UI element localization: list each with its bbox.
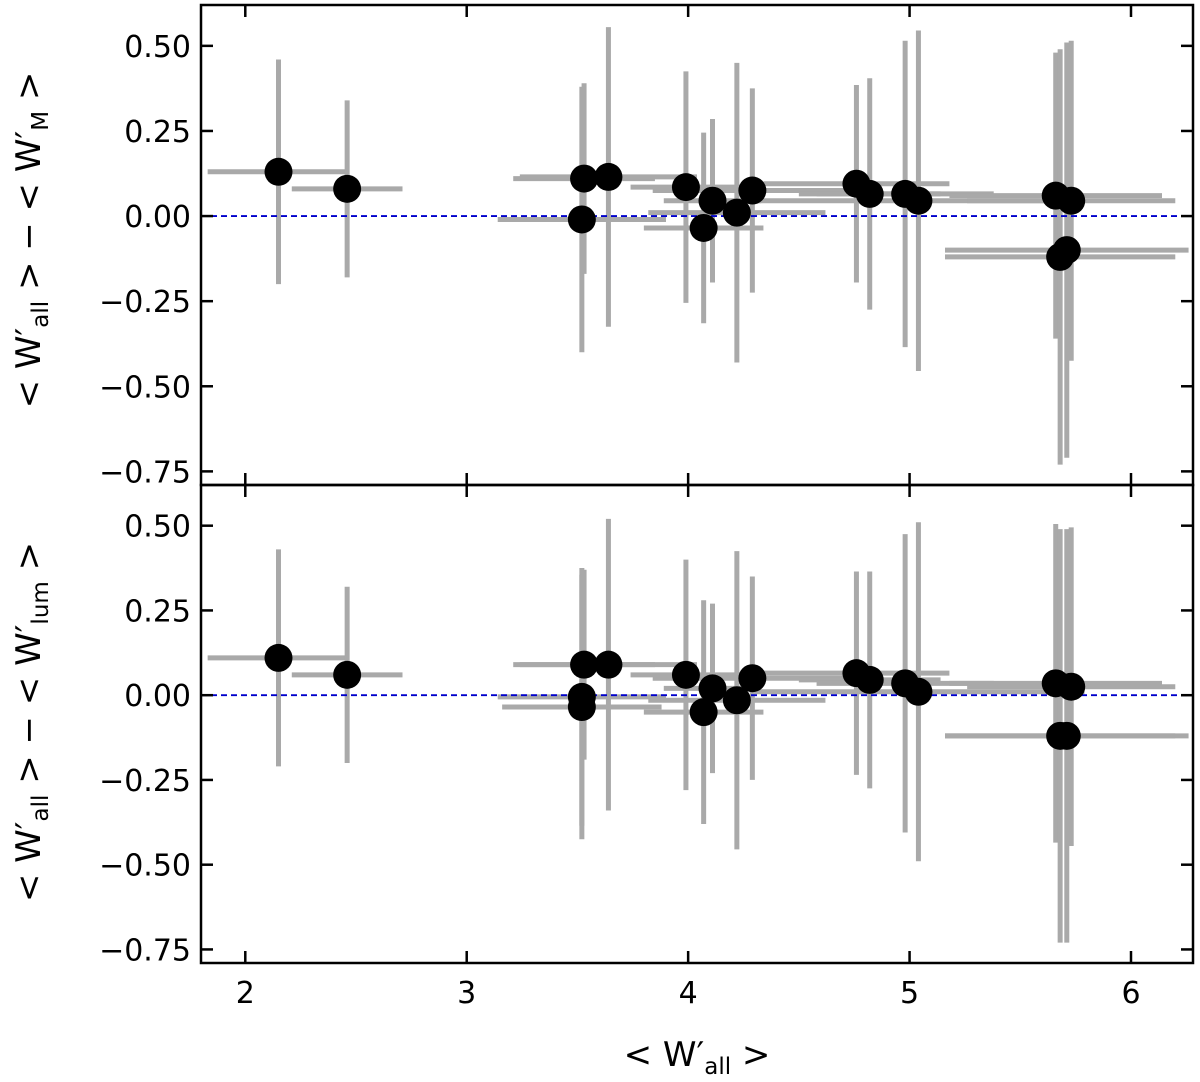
bottom-point-9 — [722, 686, 751, 715]
bottom-y-ticks: 0.50 0.25 0.00 −0.25 −0.50 −0.75 — [99, 510, 1193, 968]
top-point-9 — [738, 176, 767, 205]
bottom-errorbars — [207, 518, 1189, 943]
bottom-xtick-label-0: 2 — [236, 976, 255, 1011]
top-ytick-label-3: −0.25 — [99, 285, 191, 320]
top-point-16 — [1052, 236, 1081, 265]
bottom-point-8 — [698, 674, 727, 703]
bottom-ytick-label-2: 0.00 — [124, 679, 191, 714]
bottom-point-3 — [567, 693, 596, 722]
bottom-point-7 — [689, 698, 718, 727]
top-ytick-label-1: 0.25 — [124, 115, 191, 150]
bottom-axes-frame — [199, 483, 1195, 965]
bottom-xtick-label-3: 5 — [900, 976, 919, 1011]
bottom-ytick-label-3: −0.25 — [99, 764, 191, 799]
top-point-5 — [671, 173, 700, 202]
top-y-ticks: 0.50 0.25 0.00 −0.25 −0.50 −0.75 — [99, 30, 1193, 490]
top-ytick-label-5: −0.75 — [99, 455, 191, 490]
bottom-point-14 — [904, 677, 933, 706]
bottom-ytick-label-1: 0.25 — [124, 594, 191, 629]
bottom-point-4 — [570, 650, 599, 679]
bottom-ytick-label-4: −0.50 — [99, 849, 191, 884]
top-point-13 — [904, 186, 933, 215]
bottom-point-12 — [855, 665, 884, 694]
top-point-2 — [567, 205, 596, 234]
top-point-17 — [1057, 186, 1086, 215]
bottom-ytick-label-0: 0.50 — [124, 510, 191, 545]
top-ytick-label-0: 0.50 — [124, 30, 191, 65]
bottom-point-17 — [1052, 721, 1081, 750]
bottom-point-0 — [264, 643, 293, 672]
top-panel: < W′all > − < W′M > 0.50 0.25 0.00 −0.25 −0.… — [9, 3, 1195, 490]
bottom-point-18 — [1057, 672, 1086, 701]
bottom-point-1 — [333, 660, 362, 689]
top-axes-frame — [199, 3, 1195, 487]
top-y-axis-label: < W′all > − < W′M > — [9, 72, 54, 409]
top-ytick-label-4: −0.50 — [99, 370, 191, 405]
x-axis-label: < W′all > — [624, 1035, 771, 1080]
bottom-points — [264, 643, 1086, 750]
top-point-4 — [594, 162, 623, 191]
top-point-6 — [689, 213, 718, 242]
bottom-point-10 — [738, 664, 767, 693]
bottom-xtick-label-1: 3 — [457, 976, 476, 1011]
bottom-point-6 — [671, 660, 700, 689]
top-errorbars — [207, 27, 1189, 465]
top-ytick-label-2: 0.00 — [124, 200, 191, 235]
bottom-xtick-label-4: 6 — [1121, 976, 1140, 1011]
bottom-xtick-label-2: 4 — [679, 976, 698, 1011]
bottom-point-5 — [594, 650, 623, 679]
bottom-x-ticks: 2 3 4 5 6 — [236, 485, 1141, 1011]
top-point-1 — [333, 174, 362, 203]
top-point-3 — [570, 164, 599, 193]
bottom-panel: < W′all > − < W′lum > < W′all > 0.50 0.25… — [9, 483, 1195, 1080]
bottom-y-axis-label: < W′all > − < W′lum > — [9, 542, 54, 902]
top-x-ticks — [244, 5, 1133, 485]
top-point-11 — [855, 179, 884, 208]
bottom-ytick-label-5: −0.75 — [99, 933, 191, 968]
top-point-8 — [722, 198, 751, 227]
top-point-0 — [264, 157, 293, 186]
top-points — [264, 157, 1086, 271]
top-point-7 — [698, 186, 727, 215]
